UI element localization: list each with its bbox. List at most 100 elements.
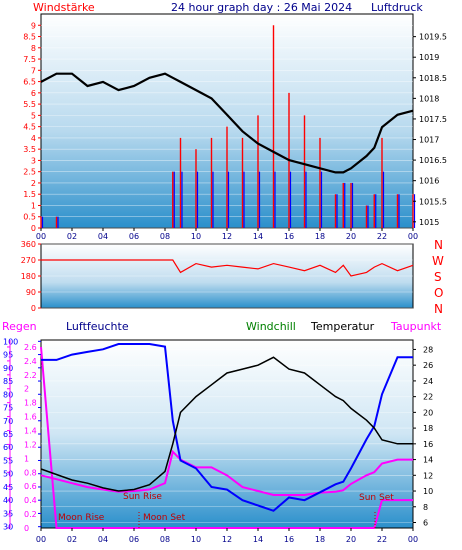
regen-tick-label: 2.4	[24, 357, 37, 366]
temp-tick-label: 26	[423, 361, 433, 370]
chart-title: 24 hour graph day : 26 Mai 2024	[171, 1, 352, 14]
sun-rise-label: Sun Rise	[123, 492, 162, 502]
wind-tick-label: 8	[31, 44, 36, 53]
regen-tick-label: 2.6	[24, 343, 37, 352]
temp-tick-label: 18	[423, 424, 433, 433]
time-tick-label: 00	[408, 535, 418, 544]
wind-tick-label: 4.5	[23, 123, 36, 132]
direction-label-n2: N	[434, 302, 443, 316]
time-tick-label: 06	[129, 232, 139, 241]
temperature-humidity-panel	[40, 339, 414, 529]
wind-tick-label: 7	[31, 66, 36, 75]
taupunkt-label: Taupunkt	[390, 320, 442, 333]
header-left-label: Windstärke	[33, 1, 95, 14]
humidity-tick-label: 95	[3, 351, 13, 360]
time-tick-label: 16	[284, 232, 294, 241]
pressure-tick-label: 1017.5	[419, 115, 447, 124]
time-tick-label: 16	[284, 535, 294, 544]
temp-tick-label: 28	[423, 345, 433, 354]
wind-tick-label: 9	[31, 21, 36, 30]
humidity-tick-label: 85	[3, 377, 13, 386]
regen-tick-label: 2	[24, 385, 29, 394]
wind-tick-label: 4	[31, 134, 36, 143]
regen-tick-label: 1.6	[24, 413, 37, 422]
regen-tick-label: 0.4	[24, 496, 37, 505]
temp-tick-label: 20	[423, 408, 433, 417]
wind-tick-label: 2	[31, 179, 36, 188]
wind-tick-label: 0.5	[23, 213, 36, 222]
time-tick-label: 06	[129, 535, 139, 544]
moon-set-label: Moon Set	[143, 513, 186, 523]
time-tick-label: 00	[36, 232, 46, 241]
pressure-tick-label: 1018	[419, 94, 439, 103]
regen-label: Regen	[2, 320, 37, 333]
pressure-tick-label: 1016	[419, 177, 439, 186]
time-tick-label: 08	[160, 232, 170, 241]
temp-tick-label: 24	[423, 377, 433, 386]
time-tick-label: 12	[222, 535, 232, 544]
humidity-tick-label: 65	[3, 430, 13, 439]
temp-tick-label: 6	[423, 518, 428, 527]
wind-direction-line	[41, 259, 414, 277]
humidity-tick-label: 100	[3, 337, 18, 346]
direction-tick-label: 360	[21, 240, 36, 249]
time-tick-label: 20	[346, 232, 356, 241]
moon-rise-label: Moon Rise	[58, 513, 105, 523]
time-tick-label: 04	[98, 535, 108, 544]
rain-line	[40, 346, 413, 529]
time-tick-label: 08	[160, 535, 170, 544]
pressure-tick-label: 1019.5	[419, 33, 447, 42]
humidity-tick-label: 90	[3, 364, 13, 373]
regen-tick-label: 0.8	[24, 468, 37, 477]
regen-tick-label: 1	[24, 454, 29, 463]
temp-tick-label: 12	[423, 471, 433, 480]
humidity-tick-label: 60	[3, 443, 13, 452]
temp-tick-label: 10	[423, 487, 433, 496]
time-tick-label: 14	[253, 232, 263, 241]
wind-tick-label: 0	[31, 224, 36, 233]
humidity-tick-label: 70	[3, 417, 13, 426]
wind-tick-label: 2.5	[23, 168, 36, 177]
humidity-tick-label: 80	[3, 390, 13, 399]
regen-tick-label: 1.4	[24, 427, 37, 436]
humidity-line	[41, 343, 413, 512]
direction-tick-label: 270	[21, 256, 36, 265]
direction-tick-label: 90	[26, 288, 36, 297]
pressure-tick-label: 1017	[419, 136, 439, 145]
temp-tick-label: 14	[423, 456, 433, 465]
temp-tick-label: 16	[423, 440, 433, 449]
time-tick-label: 00	[408, 232, 418, 241]
time-tick-label: 00	[36, 535, 46, 544]
time-tick-label: 18	[315, 232, 325, 241]
time-tick-label: 04	[98, 232, 108, 241]
humidity-tick-label: 45	[3, 483, 13, 492]
time-tick-label: 02	[67, 232, 77, 241]
pressure-tick-label: 1015.5	[419, 197, 447, 206]
sun-set-label: Sun Set	[359, 493, 394, 503]
direction-label-o: O	[434, 286, 443, 300]
wind-tick-label: 6.5	[23, 78, 36, 87]
regen-tick-label: 0	[24, 524, 29, 533]
time-tick-label: 10	[191, 535, 201, 544]
pressure-tick-label: 1016.5	[419, 156, 447, 165]
time-tick-label: 12	[222, 232, 232, 241]
humidity-tick-label: 55	[3, 456, 13, 465]
time-tick-label: 20	[346, 535, 356, 544]
regen-tick-label: 0.6	[24, 482, 37, 491]
regen-tick-label: 1.2	[24, 440, 37, 449]
humidity-tick-label: 40	[3, 496, 13, 505]
wind-tick-label: 5.5	[23, 100, 36, 109]
wind-tick-label: 1.5	[23, 190, 36, 199]
temperature-line	[40, 356, 413, 492]
wind-tick-label: 3.5	[23, 145, 36, 154]
time-tick-label: 22	[377, 535, 387, 544]
luftfeuchte-label: Luftfeuchte	[66, 320, 129, 333]
direction-label-s: S	[434, 270, 442, 284]
pressure-tick-label: 1019	[419, 53, 439, 62]
regen-tick-label: 2.2	[24, 371, 37, 380]
wind-tick-label: 6	[31, 89, 36, 98]
pressure-line	[40, 72, 414, 174]
regen-tick-label: 0.2	[24, 510, 37, 519]
wind-tick-label: 5	[31, 111, 36, 120]
